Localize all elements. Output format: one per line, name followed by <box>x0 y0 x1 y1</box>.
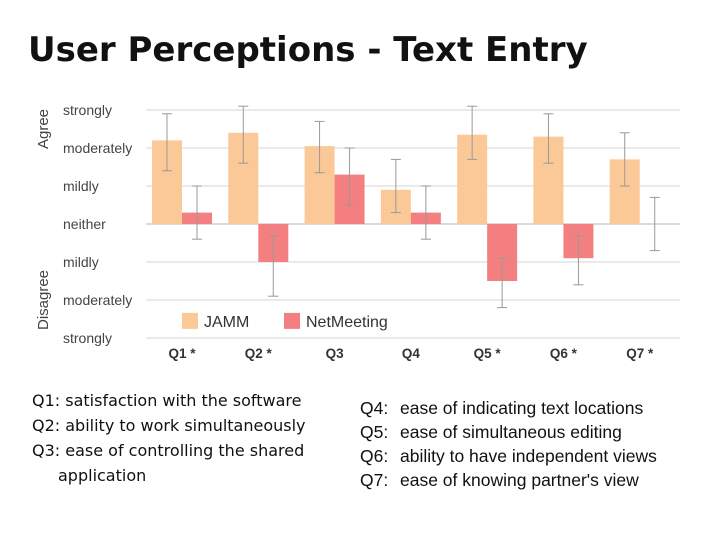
legend-label: JAMM <box>204 314 249 331</box>
note-text: ease of knowing partner's view <box>400 470 639 490</box>
y-tick-label: strongly <box>63 330 112 346</box>
x-tick-label: Q3 <box>326 346 345 361</box>
y-tick-label: mildly <box>63 178 99 194</box>
y-tick-label: neither <box>63 216 106 232</box>
note-row: Q6: ability to have independent views <box>360 444 657 468</box>
question-notes-right: Q4: ease of indicating text locations Q5… <box>360 396 657 492</box>
y-group-label-agree: Agree <box>35 109 52 149</box>
bar-chart: strongly moderately mildly neither mildly mod… <box>35 102 680 361</box>
note-text: ease of indicating text locations <box>400 398 644 418</box>
y-tick-label: moderately <box>63 292 132 308</box>
note-text: ability to have independent views <box>400 446 657 466</box>
x-tick-label: Q5 * <box>474 346 502 361</box>
slide-title: User Perceptions - Text Entry <box>28 30 588 70</box>
x-tick-label: Q7 * <box>626 346 654 361</box>
legend-label: NetMeeting <box>306 314 388 331</box>
y-tick-label: moderately <box>63 140 132 156</box>
note-row: Q7: ease of knowing partner's view <box>360 468 657 492</box>
note-q3: Q3: ease of controlling the shared <box>32 441 305 460</box>
note-q2: Q2: ability to work simultaneously <box>32 416 306 435</box>
y-tick-label: strongly <box>63 102 112 118</box>
question-notes-left: Q1: satisfaction with the software Q2: a… <box>32 388 306 488</box>
y-group-label-disagree: Disagree <box>35 270 52 330</box>
note-id: Q5: <box>360 422 389 442</box>
x-tick-label: Q1 * <box>168 346 196 361</box>
x-tick-label: Q2 * <box>245 346 273 361</box>
note-id: Q7: <box>360 470 389 490</box>
note-q1: Q1: satisfaction with the software <box>32 391 302 410</box>
legend-swatch <box>182 312 198 329</box>
x-tick-label: Q4 <box>402 346 421 361</box>
note-id: Q4: <box>360 398 389 418</box>
note-id: Q6: <box>360 446 389 466</box>
note-q3-continued: application <box>58 466 147 485</box>
legend-swatch <box>284 312 300 329</box>
x-tick-label: Q6 * <box>550 346 578 361</box>
note-row: Q4: ease of indicating text locations <box>360 396 657 420</box>
note-row: Q5: ease of simultaneous editing <box>360 420 657 444</box>
note-text: ease of simultaneous editing <box>400 422 622 442</box>
y-tick-label: mildly <box>63 254 99 270</box>
